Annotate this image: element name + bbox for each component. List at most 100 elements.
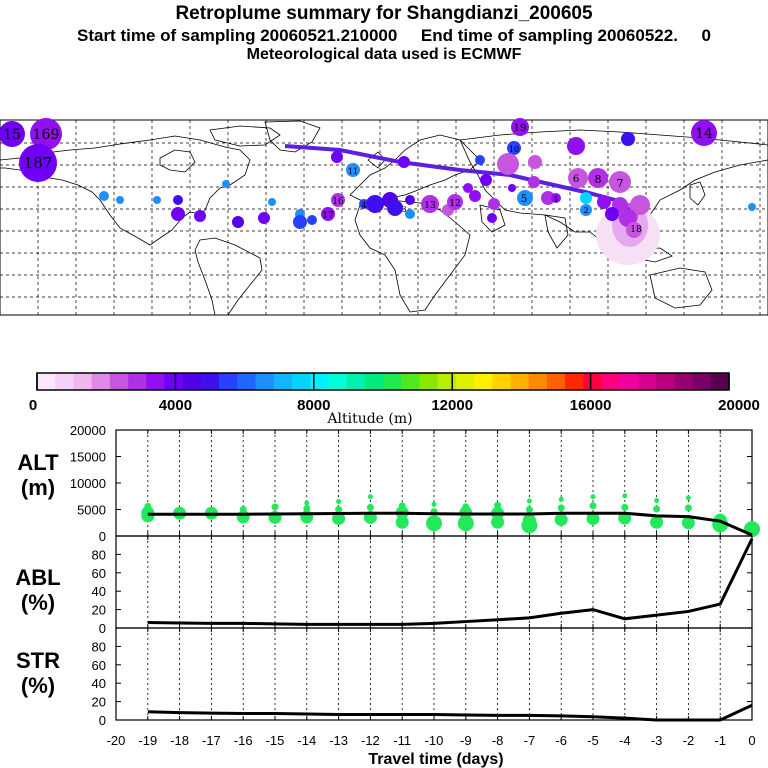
plume-cluster [153,196,161,204]
plume-cluster [588,168,608,188]
cluster-label: 12 [449,199,460,209]
plume-cluster [331,193,345,207]
colorbar-swatch [455,373,475,390]
colorbar-swatch [237,373,257,390]
plume-cluster [508,184,516,192]
plume-cluster [626,222,642,238]
alt-scatter-point [684,504,692,512]
y-tick-label: 60 [92,566,106,581]
cluster-label: 8 [595,173,602,186]
colorbar-swatch [55,373,74,390]
alt-scatter-point [589,502,597,510]
x-tick-label: -6 [555,733,567,748]
colorbar-swatch [692,373,712,390]
world-map: 15 169 187 14 19 10 8 7 6 5 4 3 2 1 13 12 11 16 17 18 [0,118,768,316]
colorbar-swatch [164,373,184,390]
x-tick-label: -11 [393,733,411,748]
colorbar-swatch [291,373,311,390]
x-tick-label: -18 [170,733,189,748]
plume-cluster [609,171,631,193]
colorbar-tick-label: 0 [29,397,37,414]
colorbar-swatch [364,373,384,390]
alt-scatter-point [426,515,442,532]
plume-cluster [222,180,230,188]
panel-label-alt: ALT [17,450,59,475]
cluster-label: 4 [361,201,366,210]
plume-cluster [630,195,650,215]
colorbar-swatch [674,373,694,390]
cluster-label: 3 [401,205,406,214]
colorbar-tick-label: 8000 [297,397,330,414]
alt-scatter-point [554,513,568,527]
panel-label-abl: ABL [15,565,60,590]
colorbar-swatch [619,373,639,390]
plume-cluster [366,195,384,213]
colorbar-swatch [310,373,329,390]
x-tick-label: -1 [714,733,726,748]
plume-cluster [528,155,542,169]
plume-cluster [748,203,756,211]
plume-cluster [331,151,343,163]
panel-label-abl: (%) [21,590,55,615]
alt-scatter-point [336,499,342,505]
alt-scatter-point [681,516,695,530]
plume-cluster [507,141,521,155]
colorbar-swatch [91,373,111,390]
y-tick-label: 5000 [77,503,106,518]
series-line-abl [147,538,754,626]
x-tick-label: -4 [619,733,631,748]
alt-scatter-point [622,493,628,499]
cluster-label: 6 [573,174,579,185]
x-axis-label: Travel time (days) [368,751,503,768]
cluster-label: 2 [583,206,588,215]
plume-cluster [541,191,555,205]
alt-scatter-point [586,512,600,526]
x-tick-label: -3 [651,733,663,748]
y-tick-label: 20 [92,603,106,618]
x-tick-label: -14 [297,733,316,748]
alt-scatter-point [526,498,532,504]
cluster-label: 1 [553,195,558,204]
y-tick-label: 20 [92,695,106,710]
alt-scatter-point [141,509,155,523]
x-tick-label: -13 [329,733,348,748]
plume-cluster [691,120,717,146]
x-tick-label: -10 [425,733,444,748]
colorbar-swatch [255,373,275,390]
plume-cluster [597,195,611,209]
y-tick-label: 0 [99,529,106,544]
colorbar-swatch [328,373,348,390]
y-tick-label: 0 [99,713,106,728]
x-tick-label: 0 [748,733,755,748]
plume-cluster [567,137,585,155]
colorbar-swatch [474,373,493,390]
colorbar-swatch [510,373,530,390]
alt-scatter-point [366,503,374,511]
colorbar-swatch [200,373,220,390]
chart-title: Retroplume summary for Shangdianzi_20060… [175,3,593,24]
plume-cluster [621,132,635,146]
y-tick-label: 60 [92,658,106,673]
plume-cluster [447,194,463,210]
colorbar-swatch [109,373,129,390]
plume-cluster [258,212,270,224]
x-tick-label: -12 [361,733,380,748]
cluster-label: 16 [332,197,344,207]
cluster-label: 7 [617,177,624,190]
panel-label-alt: (m) [21,475,55,500]
plume-cluster [580,192,592,204]
plume-cluster [398,156,410,168]
alt-scatter-point [395,515,409,529]
colorbar-swatch [182,373,202,390]
plume-cluster [405,209,415,219]
alt-scatter-point [558,496,564,502]
map-gridlines [0,120,768,315]
alt-scatter-point [654,497,660,503]
colorbar-swatch [219,373,238,390]
plume-cluster [232,216,244,228]
alt-scatter-point [491,515,505,529]
alt-scatter-point [685,495,691,501]
colorbar-swatch [583,373,603,390]
plume-cluster [307,215,317,225]
